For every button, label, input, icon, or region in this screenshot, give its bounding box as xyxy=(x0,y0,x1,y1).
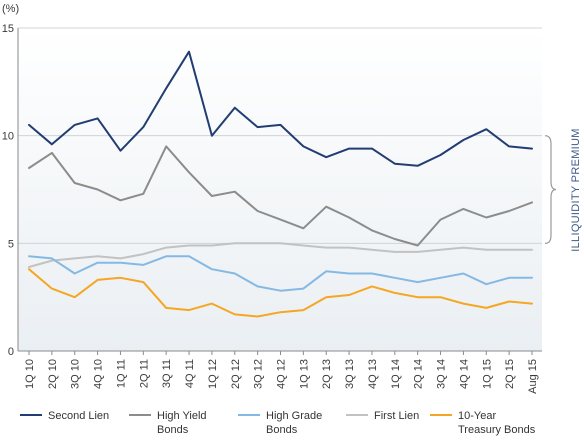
x-tick-label: 2Q 10 xyxy=(47,359,59,389)
legend-label: High Grade xyxy=(266,410,322,422)
x-tick-label: 2Q 15 xyxy=(504,359,516,389)
legend-label: Second Lien xyxy=(48,410,109,422)
x-tick-label: 2Q 12 xyxy=(230,359,242,389)
series-line-high-grade-bonds xyxy=(28,255,533,292)
plot-area-background xyxy=(18,28,542,351)
x-tick-label: 3Q 14 xyxy=(436,359,448,389)
x-tick-label: 3Q 11 xyxy=(161,359,173,388)
x-tick-label: 3Q 13 xyxy=(344,359,356,389)
legend-label-line2: Treasury Bonds xyxy=(458,424,536,436)
legend-label-line2: Bonds xyxy=(266,424,298,436)
series-line-10-year-treasury-bonds xyxy=(28,268,533,318)
y-unit-label: (%) xyxy=(2,3,19,15)
x-tick-label: 1Q 14 xyxy=(390,359,402,389)
x-tick-label: 1Q 10 xyxy=(24,359,36,389)
series-line-high-yield-bonds xyxy=(28,145,533,247)
x-tick-label: 2Q 14 xyxy=(413,359,425,389)
x-tick-label: 2Q 11 xyxy=(138,359,150,388)
x-tick-label: 1Q 15 xyxy=(481,359,493,389)
x-tick-label: 3Q 12 xyxy=(253,359,265,389)
x-tick-label: 1Q 11 xyxy=(115,359,127,388)
y-tick-label: 0 xyxy=(8,346,14,358)
y-tick-label: 15 xyxy=(2,23,14,35)
series-line-second-lien xyxy=(28,50,533,167)
x-tick-label: Aug 15 xyxy=(527,359,539,394)
x-tick-label: 1Q 12 xyxy=(207,359,219,389)
y-tick-label: 10 xyxy=(2,131,14,143)
x-tick-label: 4Q 10 xyxy=(93,359,105,389)
legend-label: High Yield xyxy=(157,410,207,422)
x-tick-label: 4Q 13 xyxy=(367,359,379,389)
legend-label: First Lien xyxy=(374,410,419,422)
illiquidity-brace xyxy=(544,135,557,244)
x-tick-label: 3Q 10 xyxy=(70,359,82,389)
x-tick-label: 1Q 13 xyxy=(298,359,310,389)
x-tick-label: 2Q 13 xyxy=(321,359,333,389)
illiquidity-premium-annotation: ILLIQUIDITY PREMIUM xyxy=(570,128,582,251)
legend-label: 10-Year xyxy=(458,410,496,422)
x-tick-label: 4Q 11 xyxy=(184,359,196,388)
x-tick-label: 4Q 12 xyxy=(276,359,288,389)
series-line-first-lien xyxy=(28,242,533,268)
y-tick-label: 5 xyxy=(8,238,14,250)
x-tick-label: 4Q 14 xyxy=(458,359,470,389)
legend-label-line2: Bonds xyxy=(157,424,189,436)
